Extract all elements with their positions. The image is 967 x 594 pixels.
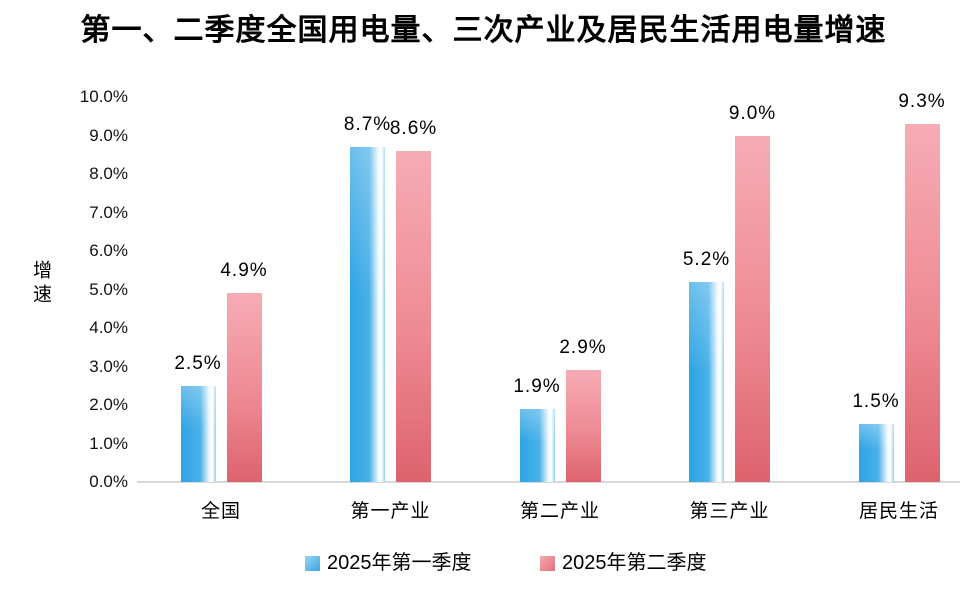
bar-value-label-series2-cat1: 4.9%: [220, 260, 268, 282]
x-category-label-5: 居民生活: [858, 501, 940, 522]
y-axis-title: 增速: [30, 260, 51, 308]
bar-value-label-series2-cat4: 9.0%: [728, 102, 777, 124]
bar-value-label-series1-cat2: 8.7%: [343, 114, 392, 136]
bar-series2-cat2: [396, 150, 431, 482]
legend-label: 2025年第二季度: [562, 552, 707, 574]
y-tick-label: 5.0%: [89, 279, 128, 299]
bar-value-label-series1-cat3: 1.9%: [513, 375, 561, 397]
y-tick-label: 10.0%: [79, 87, 128, 106]
bar-value-label-series2-cat2: 8.6%: [389, 117, 438, 139]
legend-item-series2: 2025年第二季度: [540, 553, 707, 573]
y-tick-label: 7.0%: [89, 202, 128, 222]
x-category-label-2: 第一产业: [350, 501, 431, 522]
bar-series2-cat1: [226, 293, 262, 482]
chart-title: 第一、二季度全国用电量、三次产业及居民生活用电量增速: [80, 14, 887, 47]
bar-value-label-series1-cat5: 1.5%: [852, 391, 900, 413]
legend-swatch-icon: [305, 555, 320, 571]
y-tick-label: 8.0%: [89, 164, 128, 183]
x-axis-line: [137, 481, 960, 483]
y-tick-label: 1.0%: [89, 433, 128, 453]
legend-label: 2025年第一季度: [327, 552, 472, 574]
legend-item-series1: 2025年第一季度: [305, 553, 472, 573]
bar-series1-cat2: [350, 147, 385, 482]
bar-value-label-series1-cat1: 2.5%: [174, 352, 222, 374]
legend-swatch-icon: [540, 555, 555, 571]
y-tick-label: 2.0%: [89, 395, 128, 414]
x-category-label-4: 第三产业: [689, 501, 770, 522]
y-tick-label: 9.0%: [89, 125, 128, 145]
bar-series2-cat3: [565, 370, 601, 482]
y-tick-label: 0.0%: [89, 472, 128, 491]
bar-value-label-series1-cat4: 5.2%: [682, 248, 731, 270]
x-category-label-1: 全国: [200, 501, 242, 522]
bar-value-label-series2-cat3: 2.9%: [559, 337, 607, 359]
bar-series1-cat1: [180, 385, 216, 482]
y-tick-label: 4.0%: [89, 318, 128, 337]
bar-series2-cat5: [904, 123, 940, 482]
bar-value-label-series2-cat5: 9.3%: [898, 90, 946, 112]
bar-series1-cat4: [689, 281, 724, 482]
y-tick-label: 3.0%: [89, 356, 128, 376]
bar-series2-cat4: [735, 135, 770, 482]
plot-area: 0.0% 1.0% 2.0% 3.0% 4.0% 5.0% 6.0% 7.0% 8.0% 9.0%…: [80, 87, 960, 522]
bar-series1-cat3: [519, 408, 555, 482]
bar-series1-cat5: [858, 424, 894, 482]
y-tick-label: 6.0%: [89, 241, 128, 260]
x-category-label-3: 第二产业: [519, 501, 601, 522]
